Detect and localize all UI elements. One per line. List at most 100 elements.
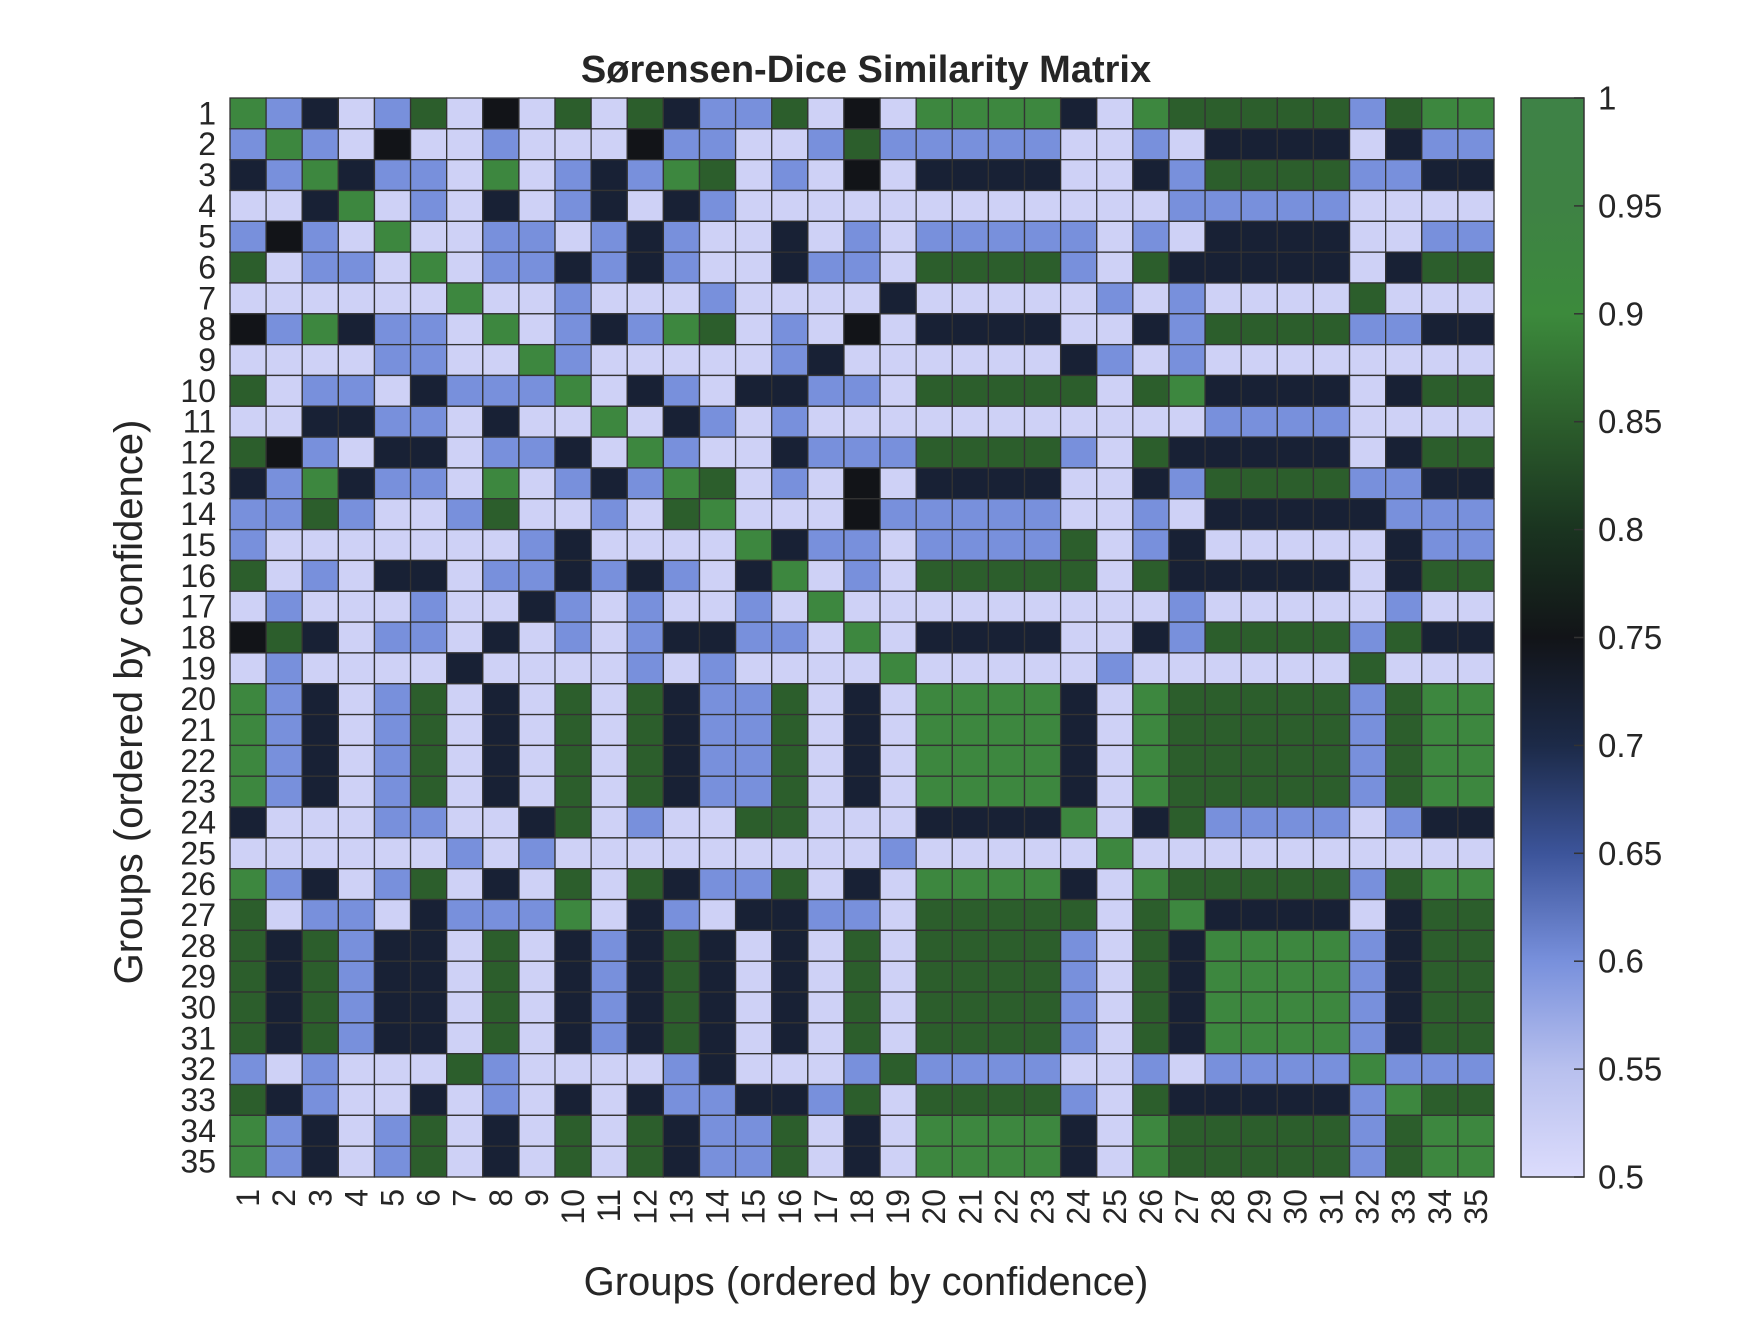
heatmap-cell [1312,189,1351,222]
heatmap-cell [590,528,628,562]
y-tick-label: 2 [198,126,216,162]
heatmap-cell [1132,1145,1170,1178]
heatmap-cell [807,220,845,253]
heatmap-cell [446,590,484,623]
heatmap-cell [771,929,809,962]
heatmap-cell [1132,498,1170,531]
heatmap-cell [1385,652,1423,685]
heatmap-cell [626,960,665,993]
x-tick-label: 11 [591,1189,627,1222]
heatmap-cell [1204,559,1242,592]
heatmap-cell [879,343,917,377]
heatmap-cell [1312,621,1351,654]
heatmap-cell [1204,991,1242,1024]
y-tick-label: 4 [198,188,216,224]
heatmap-cell [1240,1053,1278,1086]
heatmap-cell [590,991,628,1024]
heatmap-cell [1132,960,1170,993]
x-tick-label: 28 [1205,1189,1241,1225]
x-tick-label: 22 [988,1189,1024,1225]
heatmap-cell [301,621,339,654]
heatmap-cell [1348,343,1387,377]
heatmap-cell [1385,621,1423,654]
heatmap-cell [951,960,990,993]
heatmap-cell [698,436,737,469]
heatmap-cell [446,1083,484,1116]
heatmap-cell [373,713,412,747]
heatmap-cell [1276,528,1315,562]
heatmap-cell [1132,713,1170,747]
heatmap-cell [446,405,484,438]
heatmap-cell [229,220,267,253]
heatmap-cell [879,220,917,253]
heatmap-cell [590,775,628,808]
heatmap-cell [1240,1114,1278,1147]
heatmap-cell [734,683,773,716]
heatmap-cell [409,590,448,623]
heatmap-cell [518,159,556,192]
x-tick-label: 21 [952,1189,988,1225]
heatmap-cell [843,713,881,747]
heatmap-cell [409,498,448,531]
heatmap-cell [1096,806,1134,839]
heatmap-cell [1059,1022,1098,1055]
heatmap-cell [1204,960,1242,993]
heatmap-cell [1168,744,1206,777]
heatmap-cell [915,498,953,531]
heatmap-cell [1132,467,1170,500]
heatmap-cell [951,652,990,685]
heatmap-cell [915,251,953,284]
heatmap-cell [1276,713,1315,747]
heatmap-cell [482,282,520,315]
heatmap-cell [1204,159,1242,192]
heatmap-cell [301,960,339,993]
x-tick-label: 33 [1386,1189,1422,1225]
heatmap-cell [1457,189,1495,222]
heatmap-cell [1096,313,1134,346]
heatmap-cell [1059,220,1098,253]
heatmap-cell [879,683,917,716]
heatmap-cell [446,868,484,901]
heatmap-cell [229,744,267,777]
heatmap-cell [1348,929,1387,962]
heatmap-cell [662,559,701,592]
heatmap-cell [1059,960,1098,993]
heatmap-cell [698,559,737,592]
heatmap-cell [1421,1022,1459,1055]
heatmap-cell [518,97,556,130]
heatmap-cell [1240,97,1278,130]
heatmap-cell [1276,498,1315,531]
heatmap-cell [771,775,809,808]
heatmap-cell [554,528,592,562]
heatmap-cell [301,467,339,500]
heatmap-cell [1096,343,1134,377]
heatmap-cell [662,960,701,993]
heatmap-cell [843,929,881,962]
heatmap-cell [951,282,990,315]
heatmap-cell [987,898,1026,932]
heatmap-cell [626,744,665,777]
heatmap-cell [518,343,556,377]
heatmap-cell [1059,621,1098,654]
heatmap-cell [590,159,628,192]
heatmap-cell [1204,713,1242,747]
heatmap-cell [1096,744,1134,777]
heatmap-cell [1385,374,1423,407]
heatmap-cell [229,1145,267,1178]
heatmap-cell [951,251,990,284]
heatmap-cell [554,189,592,222]
y-tick-label: 15 [180,527,216,563]
heatmap-cell [626,652,665,685]
heatmap-cell [662,159,701,192]
y-tick-label: 9 [198,342,216,378]
heatmap-cell [1312,929,1351,962]
heatmap-cell [951,1145,990,1178]
heatmap-cell [879,313,917,346]
heatmap-cell [1132,898,1170,932]
heatmap-cell [409,559,448,592]
heatmap-cell [1059,1053,1098,1086]
heatmap-cell [879,159,917,192]
heatmap-cell [1312,1053,1351,1086]
y-tick-label: 27 [180,897,216,933]
heatmap-cell [265,1114,303,1147]
